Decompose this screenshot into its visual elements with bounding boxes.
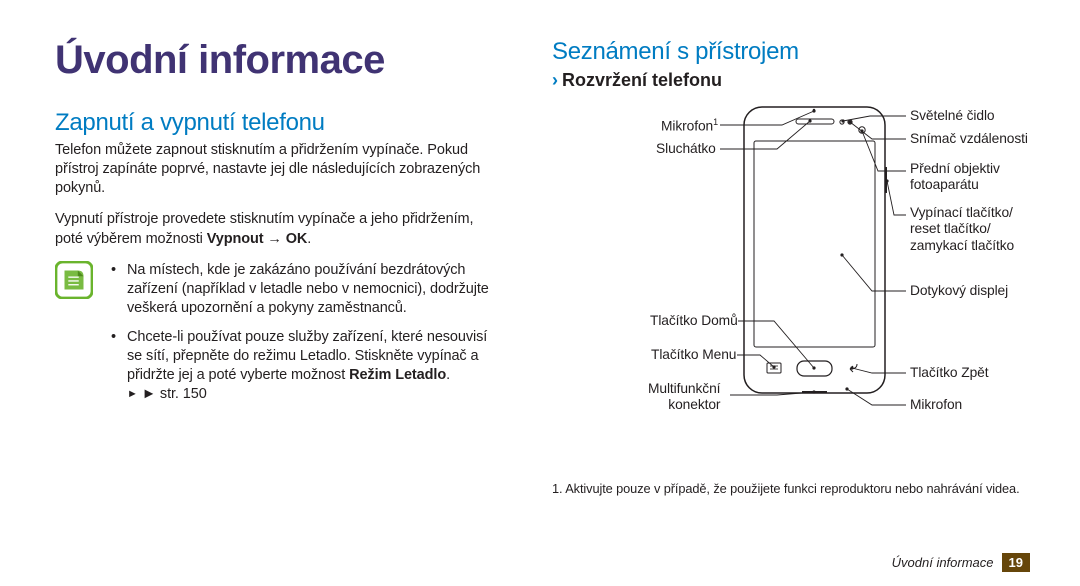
footnote-1: 1. Aktivujte pouze v případě, že použije…: [552, 481, 1030, 498]
phone-illustration: [742, 105, 887, 395]
label-displej: Dotykový displej: [910, 283, 1008, 299]
p2-part-c: .: [307, 231, 311, 247]
label-sluchatko: Sluchátko: [656, 141, 716, 157]
note-block: Na místech, kde je zakázáno používání be…: [55, 261, 502, 415]
left-column: Úvodní informace Zapnutí a vypnutí telef…: [55, 38, 502, 586]
paragraph-1: Telefon můžete zapnout stisknutím a přid…: [55, 141, 502, 198]
note-bullet-list: Na místech, kde je zakázáno používání be…: [111, 261, 502, 415]
subsection-layout: ›Rozvržení telefonu: [552, 70, 1030, 91]
label-svetelne: Světelné čidlo: [910, 108, 995, 124]
page-number: 19: [1002, 553, 1030, 572]
label-menu: Tlačítko Menu: [651, 347, 736, 363]
b2-b: Režim Letadlo: [349, 367, 446, 383]
label-mikrofon-top: Mikrofon1: [660, 117, 718, 135]
p2-bold: Vypnout → OK: [207, 231, 308, 247]
bullet-1: Na místech, kde je zakázáno používání be…: [111, 261, 502, 318]
label-domu: Tlačítko Domů: [650, 313, 738, 329]
label-vypinaci: Vypínací tlačítko/reset tlačítko/zamykac…: [910, 205, 1014, 254]
b2-d: ► str. 150: [142, 386, 207, 402]
label-zpet: Tlačítko Zpět: [910, 365, 988, 381]
h3-text: Rozvržení telefonu: [562, 70, 722, 90]
section-power: Zapnutí a vypnutí telefonu: [55, 109, 502, 137]
page-title: Úvodní informace: [55, 38, 502, 83]
footer-section-name: Úvodní informace: [892, 555, 994, 570]
page-footer: Úvodní informace 19: [892, 553, 1030, 572]
note-icon: [55, 261, 93, 299]
label-predni: Přední objektivfotoaparátu: [910, 161, 1000, 194]
bullet-2: Chcete-li používat pouze služby zařízení…: [111, 328, 502, 405]
section-device: Seznámení s přístrojem: [552, 38, 1030, 66]
b2-c: .: [446, 367, 450, 383]
paragraph-2: Vypnutí přístroje provedete stisknutím v…: [55, 210, 502, 248]
label-multi: Multifunkčníkonektor: [648, 381, 720, 414]
phone-diagram: Mikrofon1 Sluchátko Tlačítko Domů Tlačít…: [552, 105, 1030, 475]
right-column: Seznámení s přístrojem ›Rozvržení telefo…: [552, 38, 1030, 586]
chevron-right-icon: ›: [552, 70, 558, 90]
label-snimac: Snímač vzdálenosti: [910, 131, 1028, 147]
label-mikrofon-bottom: Mikrofon: [910, 397, 962, 413]
